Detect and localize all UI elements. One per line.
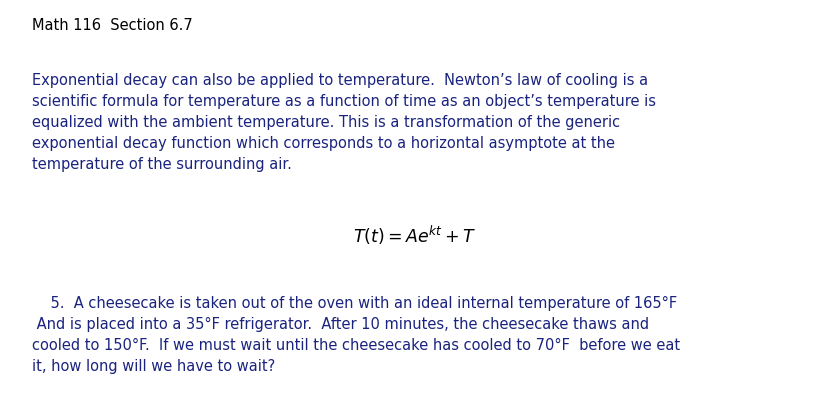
Text: Exponential decay can also be applied to temperature.  Newton’s law of cooling i: Exponential decay can also be applied to…: [32, 73, 656, 172]
Text: Math 116  Section 6.7: Math 116 Section 6.7: [32, 18, 193, 33]
Text: 5.  A cheesecake is taken out of the oven with an ideal internal temperature of : 5. A cheesecake is taken out of the oven…: [32, 296, 680, 374]
Text: $T(t) = Ae^{kt} + T$: $T(t) = Ae^{kt} + T$: [354, 224, 476, 247]
